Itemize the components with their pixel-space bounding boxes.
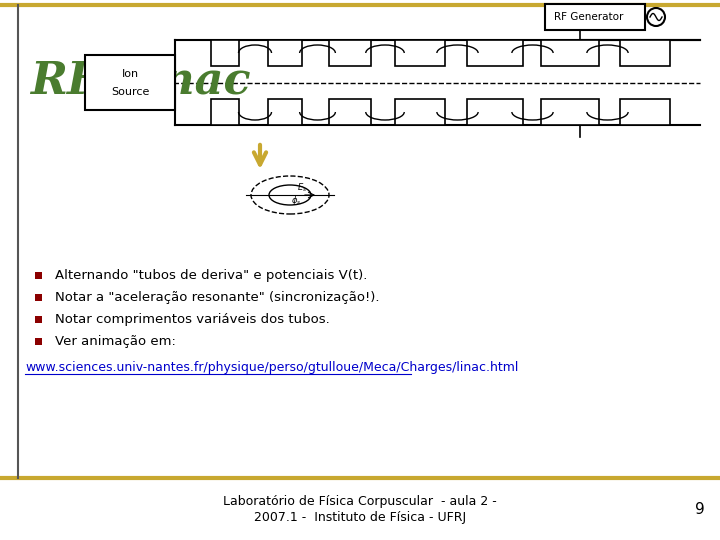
Bar <box>395 40 445 66</box>
Bar <box>211 40 239 66</box>
Text: Alternando "tubos de deriva" e potenciais V(t).: Alternando "tubos de deriva" e potenciai… <box>55 268 367 281</box>
Text: Notar comprimentos variáveis dos tubos.: Notar comprimentos variáveis dos tubos. <box>55 313 330 326</box>
Bar <box>268 40 302 66</box>
Text: Source: Source <box>111 87 149 97</box>
Text: 2007.1 -  Instituto de Física - UFRJ: 2007.1 - Instituto de Física - UFRJ <box>254 511 466 524</box>
Text: $E_s$: $E_s$ <box>297 181 307 193</box>
Bar <box>620 40 670 66</box>
Bar <box>541 40 599 66</box>
Bar <box>329 99 371 125</box>
Text: RF Linac: RF Linac <box>30 60 251 103</box>
Circle shape <box>647 8 665 26</box>
Bar <box>35 338 42 345</box>
Text: www.sciences.univ-nantes.fr/physique/perso/gtulloue/Meca/Charges/linac.html: www.sciences.univ-nantes.fr/physique/per… <box>25 361 518 374</box>
Bar <box>85 55 175 110</box>
Bar <box>35 316 42 323</box>
Text: Ver animação em:: Ver animação em: <box>55 334 176 348</box>
Bar <box>467 40 523 66</box>
Bar <box>467 99 523 125</box>
Bar <box>268 99 302 125</box>
Text: 9: 9 <box>695 503 705 517</box>
Bar <box>620 99 670 125</box>
Text: $\phi_s$: $\phi_s$ <box>291 194 301 207</box>
Text: RF Generator: RF Generator <box>554 12 624 22</box>
Text: Laboratório de Física Corpuscular  - aula 2 -: Laboratório de Física Corpuscular - aula… <box>223 496 497 509</box>
Bar <box>35 272 42 279</box>
Bar <box>35 294 42 301</box>
Bar <box>211 99 239 125</box>
Bar <box>329 40 371 66</box>
Bar <box>545 4 645 30</box>
Text: Notar a "aceleração resonante" (sincronização!).: Notar a "aceleração resonante" (sincroni… <box>55 291 379 303</box>
Bar <box>541 99 599 125</box>
Bar <box>395 99 445 125</box>
Text: Ion: Ion <box>122 69 138 79</box>
